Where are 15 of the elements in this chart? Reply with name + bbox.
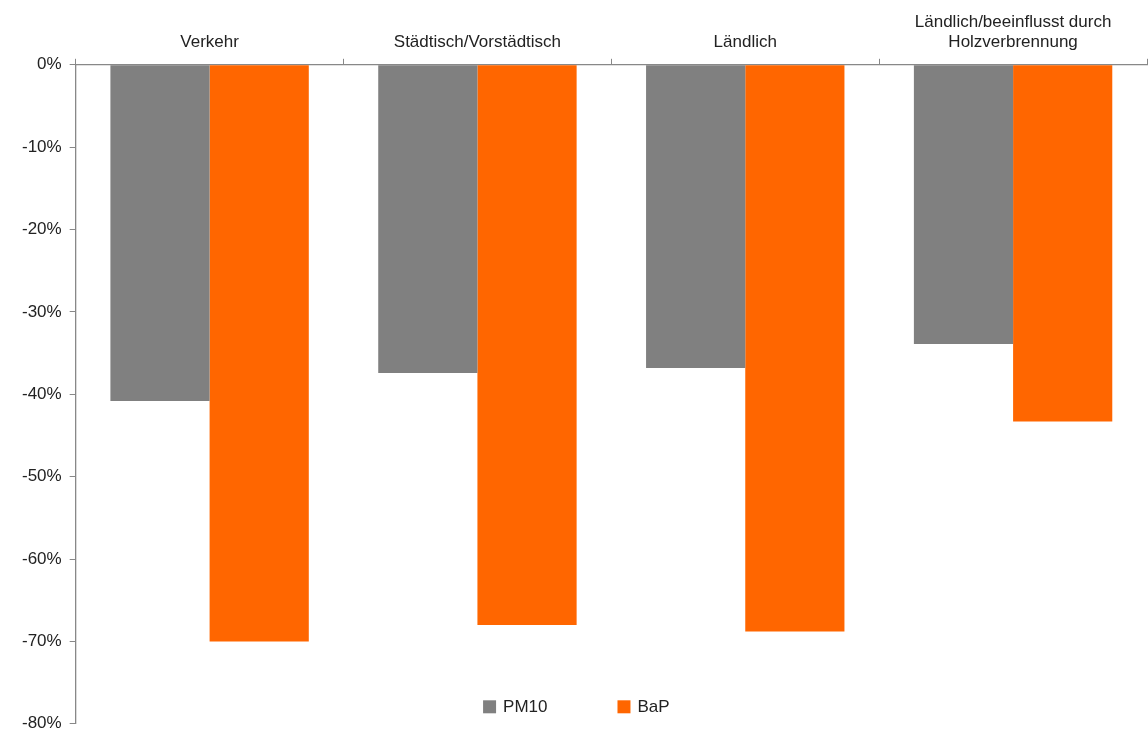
y-tick-label: -50% (22, 466, 62, 486)
legend-label: PM10 (503, 697, 548, 717)
y-tick-label: -20% (22, 219, 62, 239)
y-tick-label: -30% (22, 301, 62, 321)
y-tick-label: -40% (22, 383, 62, 403)
x-tick-label: Ländlich/beeinflusst durch Holzverbrennung (914, 11, 1112, 52)
y-tick-label: -10% (22, 136, 62, 156)
y-tick-label: -70% (22, 631, 62, 651)
x-tick-label: Städtisch/Vorstädtisch (393, 32, 562, 52)
y-tick-label: 0% (37, 54, 62, 74)
y-tick-label: -80% (22, 713, 62, 733)
y-tick-label: -60% (22, 548, 62, 568)
x-tick-label: Verkehr (180, 32, 240, 52)
legend-label: BaP (637, 697, 670, 717)
x-tick-label: Ländlich (713, 32, 777, 52)
